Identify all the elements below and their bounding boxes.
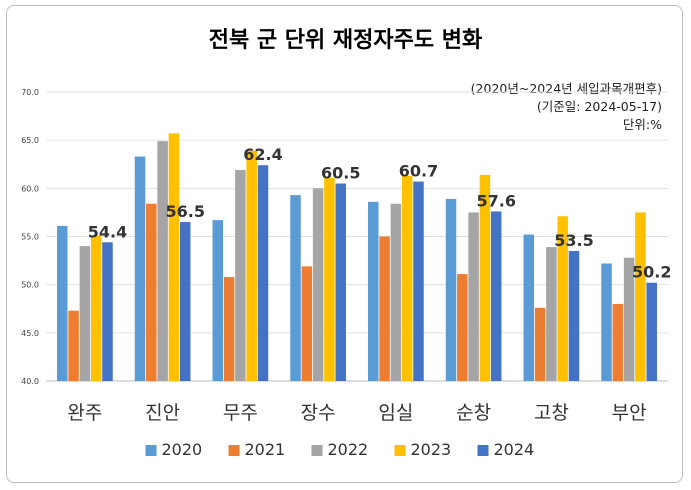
bar-2024-고창: [568, 250, 580, 381]
bar-2023-장수: [324, 177, 335, 381]
chart-note-unit: 단위:%: [622, 117, 662, 132]
y-tick-label: 55.0: [21, 233, 39, 242]
bar-2020-진안: [134, 156, 146, 381]
y-tick-label: 65.0: [21, 136, 39, 145]
bar-2021-진안: [146, 203, 157, 381]
data-label: 54.4: [88, 222, 127, 241]
legend-label: 2020: [162, 440, 203, 459]
bar-2021-완주: [68, 310, 79, 381]
data-label: 56.5: [165, 202, 204, 221]
legend-label: 2022: [328, 440, 369, 459]
bar-2024-부안: [646, 282, 657, 381]
bar-2020-고창: [523, 234, 535, 381]
bar-2023-임실: [401, 175, 413, 381]
data-label: 57.6: [476, 191, 515, 210]
bar-2021-고창: [534, 307, 546, 381]
legend-label: 2024: [494, 440, 535, 459]
bar-2024-완주: [102, 242, 113, 381]
bar-2022-부안: [623, 257, 635, 381]
x-category-label: 진안: [145, 402, 180, 424]
bar-2020-무주: [212, 220, 224, 381]
bar-2024-순창: [490, 211, 502, 381]
bar-2021-부안: [612, 303, 624, 381]
bar-2022-고창: [546, 247, 557, 381]
bar-2023-진안: [168, 133, 180, 381]
bar-2020-부안: [601, 263, 612, 381]
chart-note-date: (기준일: 2024-05-17): [536, 99, 662, 114]
x-category-label: 고창: [534, 402, 569, 424]
bar-2022-장수: [312, 188, 324, 381]
bar-2024-무주: [257, 165, 269, 381]
bar-2022-완주: [79, 246, 91, 381]
bar-2022-순창: [468, 212, 479, 381]
y-tick-label: 50.0: [21, 281, 39, 290]
x-category-label: 무주: [223, 402, 258, 424]
bar-2020-순창: [445, 198, 457, 381]
chart-title: 전북 군 단위 재정자주도 변화: [208, 28, 483, 53]
bar-2021-임실: [379, 236, 390, 381]
legend-swatch-2023: [394, 445, 406, 456]
x-category-label: 순창: [456, 402, 491, 424]
bar-2024-진안: [179, 222, 191, 381]
y-tick-label: 70.0: [21, 88, 39, 97]
x-category-label: 임실: [378, 402, 413, 424]
bar-2022-임실: [390, 203, 402, 381]
data-label: 50.2: [632, 263, 671, 282]
bar-2023-무주: [246, 150, 257, 381]
y-tick-label: 60.0: [21, 184, 39, 193]
bar-2020-완주: [57, 225, 68, 381]
x-category-label: 장수: [301, 402, 336, 424]
data-label: 62.4: [243, 145, 282, 164]
y-tick-label: 40.0: [21, 377, 39, 386]
legend-label: 2023: [411, 440, 452, 459]
bar-2020-임실: [368, 201, 379, 381]
bar-2024-임실: [413, 181, 424, 381]
data-label: 60.5: [321, 164, 360, 183]
bar-2024-장수: [335, 183, 346, 381]
bar-2022-진안: [157, 141, 168, 381]
legend-swatch-2021: [228, 445, 240, 456]
legend-swatch-2020: [145, 445, 157, 456]
legend-swatch-2024: [477, 445, 489, 456]
bar-2021-무주: [223, 276, 235, 381]
bar-2023-순창: [479, 174, 491, 381]
bar-2021-순창: [457, 274, 468, 381]
bar-2023-완주: [90, 235, 102, 381]
bar-2023-부안: [635, 212, 646, 381]
bar-2020-장수: [290, 195, 301, 381]
y-tick-label: 45.0: [21, 329, 39, 338]
x-category-label: 부안: [612, 402, 647, 424]
bar-2022-무주: [235, 170, 246, 381]
legend-swatch-2022: [311, 445, 323, 456]
data-label: 53.5: [554, 231, 593, 250]
bar-2023-고창: [557, 216, 568, 381]
data-label: 60.7: [399, 162, 438, 181]
bar-2021-장수: [301, 266, 313, 381]
x-category-label: 완주: [67, 402, 102, 424]
legend-label: 2021: [245, 440, 286, 459]
